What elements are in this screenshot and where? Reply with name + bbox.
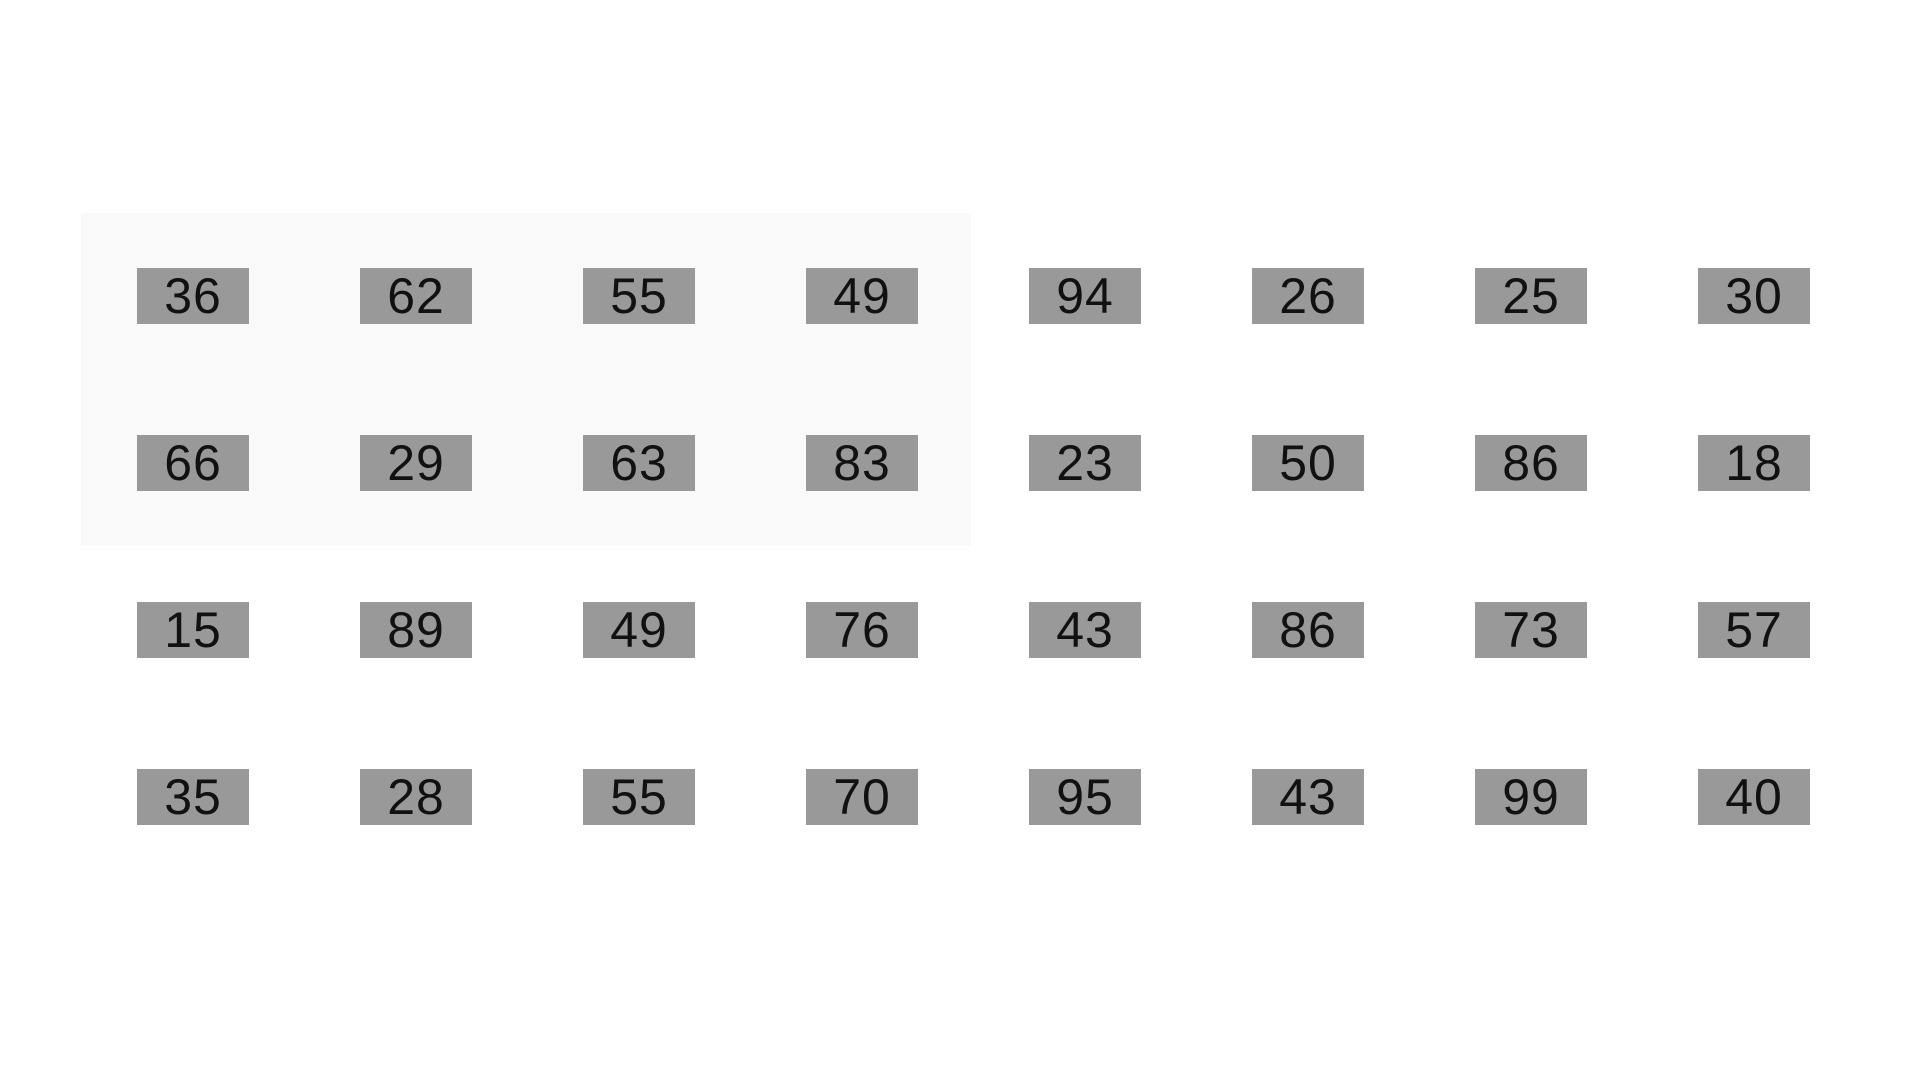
number-tile[interactable]: 30 bbox=[1698, 268, 1810, 324]
number-tile[interactable]: 86 bbox=[1252, 602, 1364, 658]
number-tile[interactable]: 49 bbox=[806, 268, 918, 324]
number-tile[interactable]: 49 bbox=[583, 602, 695, 658]
number-tile[interactable]: 99 bbox=[1475, 769, 1587, 825]
number-tile[interactable]: 55 bbox=[583, 268, 695, 324]
number-tile[interactable]: 62 bbox=[360, 268, 472, 324]
number-tile[interactable]: 86 bbox=[1475, 435, 1587, 491]
number-tile[interactable]: 15 bbox=[137, 602, 249, 658]
number-tile[interactable]: 70 bbox=[806, 769, 918, 825]
number-tile[interactable]: 29 bbox=[360, 435, 472, 491]
number-tile[interactable]: 28 bbox=[360, 769, 472, 825]
number-tile[interactable]: 36 bbox=[137, 268, 249, 324]
number-tile[interactable]: 25 bbox=[1475, 268, 1587, 324]
number-tile[interactable]: 23 bbox=[1029, 435, 1141, 491]
number-tile[interactable]: 83 bbox=[806, 435, 918, 491]
number-tile[interactable]: 26 bbox=[1252, 268, 1364, 324]
number-tile[interactable]: 40 bbox=[1698, 769, 1810, 825]
number-tile[interactable]: 57 bbox=[1698, 602, 1810, 658]
number-tile[interactable]: 89 bbox=[360, 602, 472, 658]
number-tile[interactable]: 43 bbox=[1029, 602, 1141, 658]
number-tile[interactable]: 50 bbox=[1252, 435, 1364, 491]
number-tile[interactable]: 35 bbox=[137, 769, 249, 825]
number-tile[interactable]: 94 bbox=[1029, 268, 1141, 324]
number-tile[interactable]: 55 bbox=[583, 769, 695, 825]
number-tile[interactable]: 43 bbox=[1252, 769, 1364, 825]
number-tile[interactable]: 95 bbox=[1029, 769, 1141, 825]
number-tile[interactable]: 66 bbox=[137, 435, 249, 491]
number-tile[interactable]: 76 bbox=[806, 602, 918, 658]
number-tile[interactable]: 63 bbox=[583, 435, 695, 491]
number-tile[interactable]: 18 bbox=[1698, 435, 1810, 491]
number-tile[interactable]: 73 bbox=[1475, 602, 1587, 658]
